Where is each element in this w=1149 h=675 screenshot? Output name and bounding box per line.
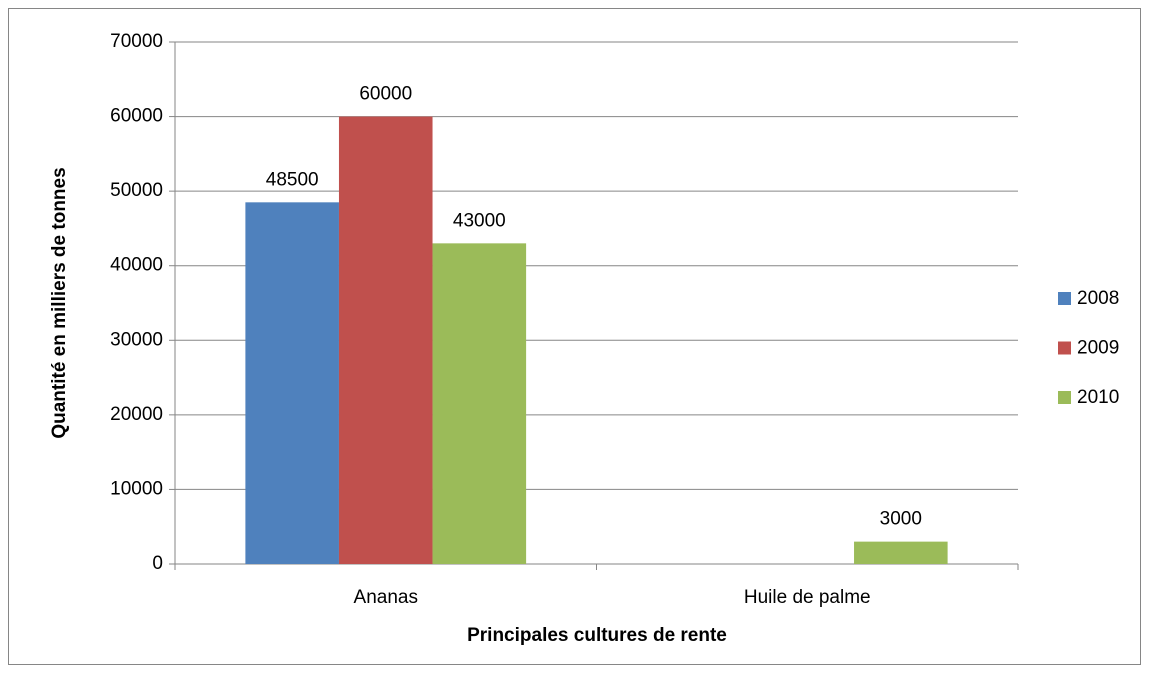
legend-swatch bbox=[1058, 341, 1071, 355]
y-tick-label: 30000 bbox=[110, 329, 163, 350]
data-label: 43000 bbox=[453, 210, 506, 231]
data-label: 3000 bbox=[880, 509, 922, 530]
x-axis-title: Principales cultures de rente bbox=[467, 625, 727, 646]
y-tick-label: 40000 bbox=[110, 255, 163, 276]
y-axis-title: Quantité en milliers de tonnes bbox=[49, 167, 70, 438]
x-tick-label: Ananas bbox=[354, 587, 418, 608]
y-tick-label: 0 bbox=[152, 553, 163, 574]
y-tick-label: 70000 bbox=[110, 31, 163, 52]
legend-swatch bbox=[1058, 391, 1071, 404]
legend-swatch bbox=[1058, 292, 1071, 305]
y-tick-label: 60000 bbox=[110, 106, 163, 127]
data-label: 48500 bbox=[266, 169, 319, 190]
legend-label: 2008 bbox=[1077, 288, 1119, 309]
legend-label: 2010 bbox=[1077, 387, 1119, 408]
legend-label: 2009 bbox=[1077, 338, 1119, 359]
data-label: 60000 bbox=[359, 84, 412, 105]
y-tick-label: 50000 bbox=[110, 180, 163, 201]
bar bbox=[854, 541, 948, 564]
y-tick-label: 20000 bbox=[110, 404, 163, 425]
y-tick-label: 10000 bbox=[110, 478, 163, 499]
x-tick-label: Huile de palme bbox=[744, 587, 871, 608]
bar bbox=[432, 243, 527, 565]
bar bbox=[338, 116, 433, 565]
bar bbox=[245, 202, 339, 565]
chart-border bbox=[8, 8, 1141, 665]
